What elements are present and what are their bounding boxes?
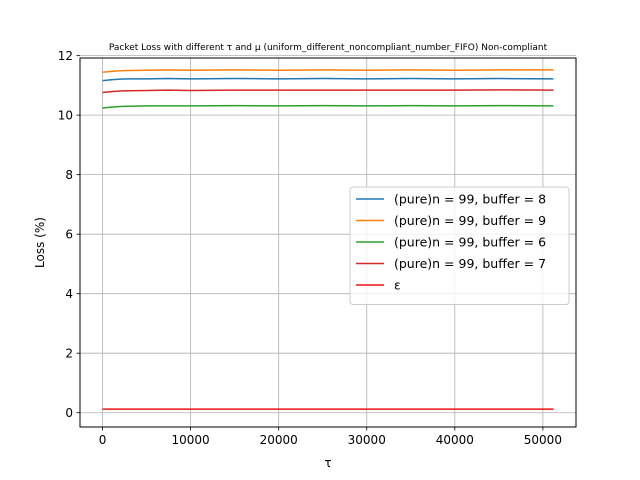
x-tick-label: 30000 — [348, 433, 386, 447]
x-tick-label: 50000 — [524, 433, 562, 447]
legend-entry: (pure)n = 99, buffer = 7 — [394, 256, 546, 271]
x-tick-label: 0 — [99, 433, 107, 447]
y-tick-label: 6 — [65, 228, 73, 242]
series-line-2 — [102, 69, 554, 74]
x-tick-label: 40000 — [436, 433, 474, 447]
x-axis-label: τ — [324, 456, 331, 470]
chart-title: Packet Loss with different τ and μ (unif… — [109, 43, 548, 53]
legend-entry: ε — [394, 278, 401, 293]
y-axis-label: Loss (%) — [33, 217, 47, 268]
legend-entry: (pure)n = 99, buffer = 9 — [394, 213, 546, 228]
plot-lines — [102, 69, 554, 410]
x-tick-label: 20000 — [260, 433, 298, 447]
plot-frame — [79, 57, 577, 428]
y-tick-label: 12 — [58, 49, 73, 63]
x-tick-label: 10000 — [172, 433, 210, 447]
y-tick-label: 0 — [65, 406, 73, 420]
axis-ticks: 0 10000 20000 30000 40000 50000 0 2 4 6 8 10 12 — [58, 49, 562, 447]
y-tick-label: 8 — [65, 168, 73, 182]
y-tick-label: 2 — [65, 347, 73, 361]
series-line-3 — [102, 104, 554, 109]
legend: (pure)n = 99, buffer = 8 (pure)n = 99, bu… — [349, 186, 570, 305]
y-tick-label: 4 — [65, 287, 73, 301]
series-line-1 — [102, 77, 554, 82]
legend-entry: (pure)n = 99, buffer = 6 — [394, 235, 546, 250]
legend-box — [349, 186, 570, 305]
y-tick-label: 10 — [58, 109, 73, 123]
series-line-4 — [102, 89, 554, 94]
legend-entry: (pure)n = 99, buffer = 8 — [394, 192, 546, 207]
